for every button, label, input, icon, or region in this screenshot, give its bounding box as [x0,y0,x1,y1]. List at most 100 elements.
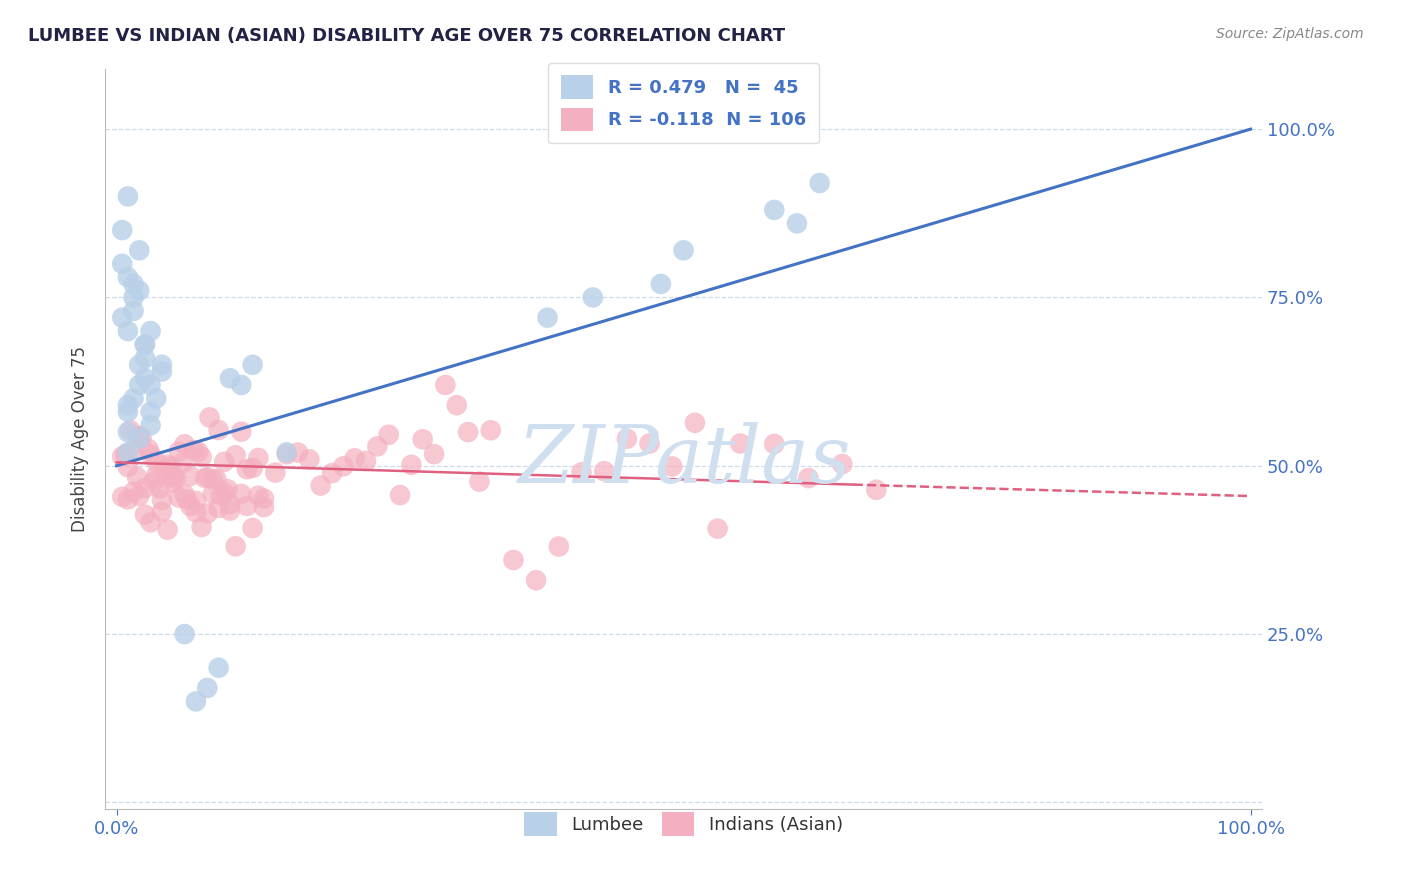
Point [139,447,162,461]
Point [276,445,298,459]
Point [201,487,224,501]
Point [661,459,683,474]
Point [111,223,134,237]
Point [207,661,229,675]
Point [176,492,198,507]
Point [225,539,247,553]
Point [195,470,218,484]
Point [128,358,150,372]
Point [231,378,253,392]
Point [242,521,264,535]
Point [236,462,259,476]
Point [156,458,179,472]
Point [131,431,153,445]
Point [728,436,751,450]
Point [184,505,207,519]
Point [287,445,309,459]
Point [134,508,156,522]
Point [763,437,786,451]
Point [423,447,446,461]
Point [786,216,808,230]
Point [198,410,221,425]
Point [122,392,145,406]
Point [145,392,167,406]
Point [536,310,558,325]
Point [139,418,162,433]
Point [214,485,236,500]
Point [354,454,377,468]
Point [139,405,162,419]
Point [173,627,195,641]
Point [111,490,134,504]
Point [207,423,229,437]
Point [366,439,388,453]
Point [184,494,207,508]
Point [389,488,412,502]
Point [225,448,247,462]
Point [114,448,136,462]
Point [808,176,831,190]
Point [616,432,638,446]
Point [117,398,139,412]
Point [638,436,661,450]
Point [134,351,156,365]
Point [150,505,173,519]
Point [865,483,887,497]
Point [434,378,457,392]
Point [195,681,218,695]
Point [253,500,276,514]
Point [190,520,212,534]
Point [217,482,239,496]
Point [264,466,287,480]
Point [128,284,150,298]
Point [219,371,242,385]
Point [247,450,270,465]
Point [179,499,201,513]
Point [128,432,150,446]
Point [401,458,423,472]
Point [136,442,159,456]
Point [797,471,820,485]
Point [162,469,184,483]
Point [167,444,190,458]
Point [209,489,232,503]
Point [150,364,173,378]
Point [128,429,150,443]
Point [650,277,672,291]
Point [153,462,176,476]
Point [332,459,354,474]
Point [134,337,156,351]
Point [117,405,139,419]
Point [219,497,242,511]
Point [706,522,728,536]
Point [321,466,343,480]
Point [125,470,148,484]
Point [122,442,145,457]
Point [117,460,139,475]
Point [139,378,162,392]
Point [117,189,139,203]
Point [111,257,134,271]
Point [242,461,264,475]
Point [253,491,276,506]
Point [412,433,434,447]
Point [156,523,179,537]
Point [377,427,399,442]
Point [167,491,190,505]
Point [134,481,156,495]
Point [309,478,332,492]
Point [298,452,321,467]
Point [117,445,139,459]
Point [207,500,229,515]
Point [120,423,142,437]
Point [122,304,145,318]
Point [571,466,593,480]
Point [214,455,236,469]
Point [343,451,366,466]
Point [831,457,853,471]
Point [117,324,139,338]
Point [179,469,201,483]
Point [173,488,195,502]
Point [117,270,139,285]
Point [150,358,173,372]
